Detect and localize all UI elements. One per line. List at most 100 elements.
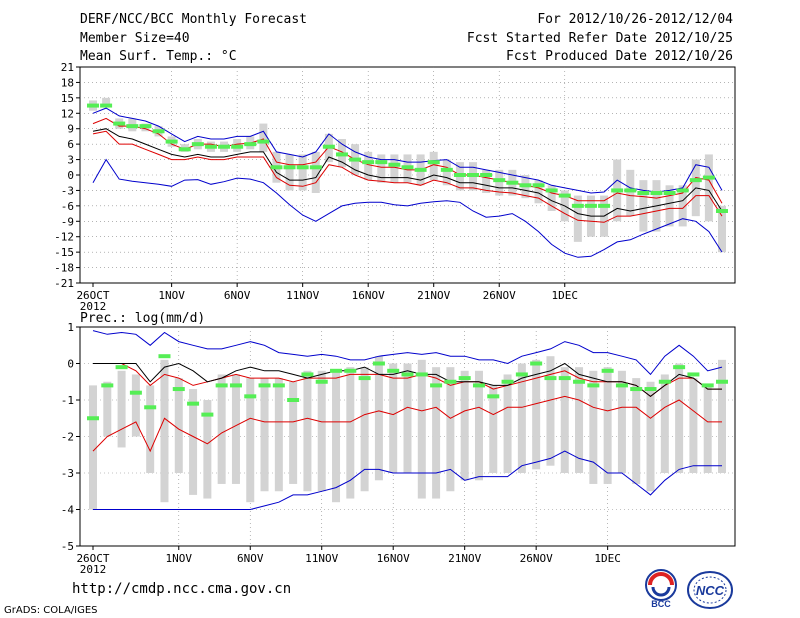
- median-marker: [309, 165, 322, 170]
- max-member-line: [92, 107, 723, 194]
- median-marker: [415, 372, 428, 377]
- median-marker: [440, 167, 453, 172]
- median-marker: [545, 188, 558, 193]
- chart-title: DERF/NCC/BCC Monthly Forecast: [80, 12, 307, 27]
- median-marker: [472, 383, 485, 388]
- spread-box: [495, 169, 504, 196]
- spread-box: [626, 169, 635, 217]
- y-tick-label: 0: [67, 169, 74, 182]
- ncc-logo-icon: NCC: [687, 571, 733, 609]
- spread-box: [632, 378, 641, 484]
- spread-box: [575, 367, 584, 473]
- median-marker: [453, 173, 466, 177]
- ensemble-mean-line: [93, 362, 722, 398]
- spread-box: [103, 381, 112, 437]
- spread-box: [274, 378, 283, 492]
- median-marker: [601, 368, 614, 373]
- y-tick-label: -9: [61, 215, 74, 228]
- x-tick-label: 11NOV: [305, 552, 338, 565]
- spread-box: [189, 389, 198, 495]
- footer-url[interactable]: http://cmdp.ncc.cma.gov.cn: [72, 581, 292, 597]
- median-marker: [139, 124, 152, 129]
- spread-box: [332, 370, 341, 503]
- spread-box: [573, 195, 582, 242]
- x-tick-label: 1DEC: [552, 289, 579, 302]
- median-marker: [515, 372, 528, 377]
- spread-box: [174, 378, 183, 473]
- x-tick-label: 26NOV: [483, 289, 516, 302]
- spread-box: [675, 363, 684, 473]
- y-tick-label: -6: [61, 200, 74, 213]
- spread-box: [703, 385, 712, 473]
- median-marker: [480, 173, 493, 177]
- spread-box: [289, 381, 298, 484]
- spread-box: [646, 381, 655, 492]
- median-marker: [624, 188, 637, 193]
- median-marker: [287, 398, 300, 402]
- median-marker: [126, 124, 139, 129]
- spread-box: [547, 185, 556, 211]
- lower-spread-line: [92, 130, 723, 223]
- median-marker: [152, 129, 165, 134]
- spread-box: [689, 378, 698, 473]
- y-tick-label: -21: [54, 277, 74, 290]
- spread-box: [102, 97, 111, 106]
- median-marker: [375, 160, 388, 165]
- spread-box: [446, 367, 455, 492]
- forecast-started-date: Fcst Started Refer Date 2012/10/25: [466, 31, 733, 46]
- spread-box: [285, 154, 294, 191]
- x-year-label: 2012: [80, 300, 107, 313]
- median-marker: [178, 147, 191, 152]
- median-marker: [611, 188, 624, 193]
- x-tick-label: 21NOV: [448, 552, 481, 565]
- median-marker: [598, 203, 611, 208]
- bcc-logo-icon: BCC: [645, 569, 677, 609]
- median-marker: [115, 365, 128, 370]
- x-tick-label: 26NOV: [520, 552, 553, 565]
- spread-box: [260, 378, 269, 492]
- median-marker: [530, 361, 543, 366]
- spread-box: [442, 159, 451, 186]
- y-tick-label: -3: [61, 184, 74, 197]
- spread-box: [377, 154, 386, 183]
- spread-box: [482, 169, 491, 193]
- spread-box: [534, 180, 543, 204]
- x-tick-label: 6NOV: [237, 552, 264, 565]
- median-marker: [430, 383, 443, 388]
- forecast-produced-date: Fcst Produced Date 2012/10/26: [506, 49, 733, 64]
- median-marker: [349, 157, 362, 162]
- median-marker: [716, 209, 728, 213]
- median-marker: [689, 178, 702, 183]
- spread-box: [246, 378, 255, 503]
- median-marker: [663, 191, 676, 195]
- median-marker: [701, 383, 714, 388]
- spread-box: [303, 370, 312, 492]
- spread-box: [231, 374, 240, 484]
- median-marker: [702, 175, 715, 180]
- median-marker: [87, 416, 99, 421]
- median-marker: [215, 383, 228, 388]
- y-tick-label: -18: [54, 262, 74, 275]
- spread-box: [160, 359, 169, 503]
- spread-box: [517, 363, 526, 473]
- median-marker: [358, 376, 371, 381]
- member-size-label: Member Size=40: [80, 31, 190, 46]
- spread-box: [660, 374, 669, 473]
- median-marker: [158, 354, 171, 359]
- spread-box: [364, 151, 373, 181]
- y-tick-label: 9: [67, 123, 74, 136]
- median-marker: [201, 412, 214, 417]
- median-marker: [144, 405, 157, 410]
- median-marker: [272, 383, 285, 388]
- spread-box: [546, 356, 555, 466]
- median-marker: [244, 142, 257, 147]
- median-marker: [187, 401, 200, 406]
- min-member-line: [93, 450, 722, 510]
- median-marker: [270, 165, 283, 170]
- median-marker: [558, 376, 571, 381]
- spread-box: [617, 370, 626, 473]
- median-marker: [258, 383, 271, 388]
- ncc-logo-text: NCC: [696, 583, 725, 598]
